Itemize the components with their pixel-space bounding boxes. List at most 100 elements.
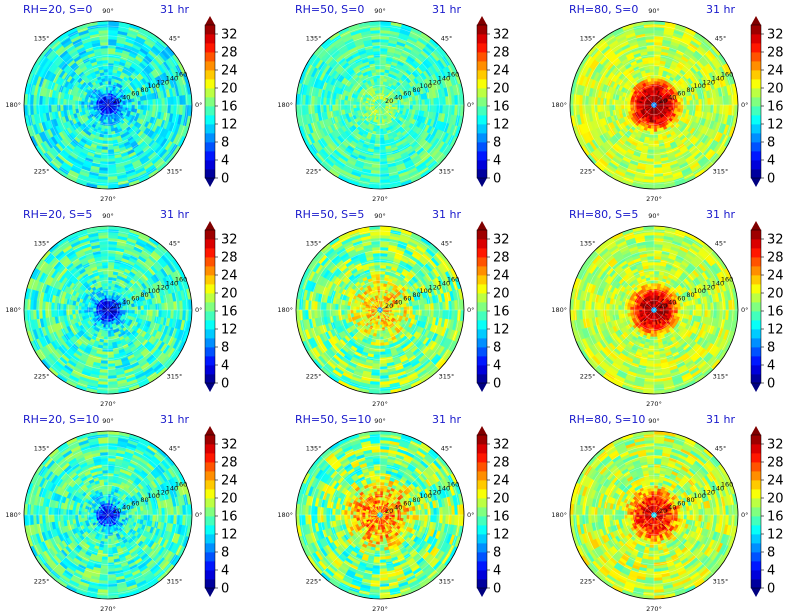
grid-spoke — [48, 45, 109, 106]
radial-tick-label: 20 — [659, 97, 667, 105]
contour-cell — [376, 125, 381, 130]
contour-cell — [102, 270, 109, 275]
colorbar-segment — [205, 115, 215, 125]
contour-cell — [140, 100, 145, 106]
radial-tick-label: 160 — [175, 71, 187, 79]
contour-cell — [352, 101, 357, 106]
colorbar-segment — [205, 43, 215, 53]
panel-time-label: 31 hr — [432, 3, 461, 16]
contour-cell — [105, 119, 109, 124]
contour-cell — [668, 104, 673, 108]
contour-cell — [105, 116, 109, 121]
contour-cell — [379, 80, 384, 85]
contour-cell — [74, 100, 79, 106]
angle-tick-label: 270° — [646, 195, 662, 203]
contour-cell — [103, 342, 109, 347]
contour-cell — [140, 309, 145, 315]
polar-frame — [23, 20, 193, 190]
contour-cell — [140, 305, 145, 311]
polar-grid — [296, 21, 464, 189]
contour-cell — [107, 345, 114, 350]
angle-tick-label: 135° — [34, 35, 50, 43]
colorbar-frame — [204, 24, 216, 179]
colorbar-tick-label: 20 — [493, 82, 510, 97]
contour-cell — [626, 101, 631, 106]
contour-cell — [374, 65, 381, 70]
colorbar-segment — [477, 151, 487, 161]
contour-cell — [683, 100, 688, 106]
contour-cell — [648, 65, 655, 70]
colorbar-segment — [205, 79, 215, 89]
contour-cell — [74, 305, 79, 311]
colorbar-segment — [751, 169, 761, 179]
contour-cell — [107, 65, 114, 70]
colorbar-tick-label: 4 — [767, 154, 775, 169]
colorbar-tick-label: 0 — [221, 172, 229, 187]
contour-cell — [403, 104, 408, 109]
contour-cell — [143, 99, 148, 106]
colorbar-segment — [477, 70, 487, 80]
contour-cell — [377, 116, 381, 121]
angle-tick-label: 225° — [580, 167, 596, 175]
colorbar-tick-label: 12 — [493, 118, 510, 133]
colorbar-segment — [205, 160, 215, 170]
contour-cell — [74, 104, 79, 110]
colorbar-tick-label: 24 — [767, 64, 784, 79]
contour-cell — [137, 309, 142, 315]
colorbar-segment — [477, 52, 487, 62]
contour-cell — [379, 77, 384, 82]
angle-tick-label: 135° — [580, 35, 596, 43]
colorbar-tick-label: 12 — [767, 118, 784, 133]
colorbar-segment — [205, 124, 215, 134]
colorbar-tick-label: 20 — [221, 82, 238, 97]
contour-cell — [83, 306, 88, 311]
colorbar-tick-label: 28 — [767, 46, 784, 61]
contour-cell — [103, 137, 109, 142]
contour-cell — [649, 68, 655, 73]
contour-cell — [128, 309, 133, 314]
angle-tick-label: 0° — [195, 101, 202, 109]
colorbar-tick-label: 32 — [493, 28, 510, 43]
contour-cell — [107, 89, 111, 94]
colorbar-segment — [205, 151, 215, 161]
angle-tick-label: 180° — [551, 101, 567, 109]
contour-cell — [651, 119, 655, 124]
contour-cell — [71, 104, 76, 110]
contour-cell — [620, 104, 625, 110]
contour-cell — [653, 134, 659, 139]
contour-cell — [374, 140, 381, 145]
colorbar-segment — [477, 79, 487, 89]
contour-cell — [650, 128, 655, 133]
angle-tick-label: 315° — [713, 167, 729, 175]
colorbar-segment — [751, 52, 761, 62]
contour-cell — [83, 101, 88, 106]
contour-cell — [340, 99, 345, 106]
contour-cell — [107, 80, 112, 85]
contour-field — [24, 21, 192, 189]
contour-cell — [379, 68, 385, 73]
contour-cell — [377, 119, 381, 124]
contour-cell — [102, 140, 109, 145]
contour-cell — [375, 134, 381, 139]
contour-cell — [107, 291, 111, 296]
contour-cell — [379, 140, 386, 145]
angle-tick-label: 225° — [34, 167, 50, 175]
contour-cell — [375, 68, 381, 73]
contour-cell — [107, 273, 113, 278]
contour-cell — [620, 100, 625, 106]
angle-tick-label: 90° — [648, 7, 660, 15]
angle-tick-label: 0° — [741, 101, 748, 109]
contour-cell — [80, 306, 85, 311]
contour-cell — [103, 68, 109, 73]
contour-cell — [629, 101, 634, 106]
colorbar-segment — [205, 142, 215, 152]
contour-cell — [68, 304, 73, 311]
contour-cell — [648, 140, 655, 145]
contour-cell — [379, 65, 386, 70]
colorbar-tick-label: 28 — [493, 46, 510, 61]
angle-tick-label: 90° — [374, 7, 386, 15]
contour-cell — [653, 89, 657, 94]
panel-2: 20 40 60 801001201401600°45°90°135°180°225°… — [277, 3, 509, 203]
contour-cell — [376, 128, 381, 133]
colorbar-tick-label: 16 — [493, 100, 510, 115]
